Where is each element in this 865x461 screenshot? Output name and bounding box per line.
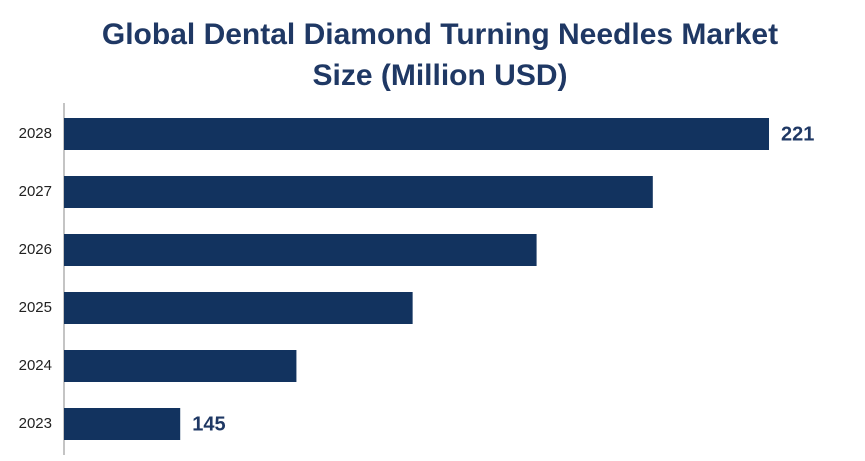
bar: [64, 292, 413, 324]
y-tick-label: 2023: [19, 415, 52, 432]
bar: [64, 118, 770, 150]
bar: [64, 234, 537, 266]
y-tick-label: 2024: [19, 357, 52, 374]
bar: [64, 176, 653, 208]
y-tick-label: 2028: [19, 125, 52, 142]
value-label: 221: [781, 123, 814, 145]
y-tick-label: 2025: [19, 299, 52, 316]
value-label: 145: [192, 413, 225, 435]
chart-title: Global Dental Diamond Turning Needles Ma…: [101, 18, 779, 92]
bar: [64, 350, 297, 382]
bar: [64, 408, 181, 440]
y-tick-label: 2026: [19, 241, 52, 258]
y-tick-label: 2027: [19, 183, 52, 200]
